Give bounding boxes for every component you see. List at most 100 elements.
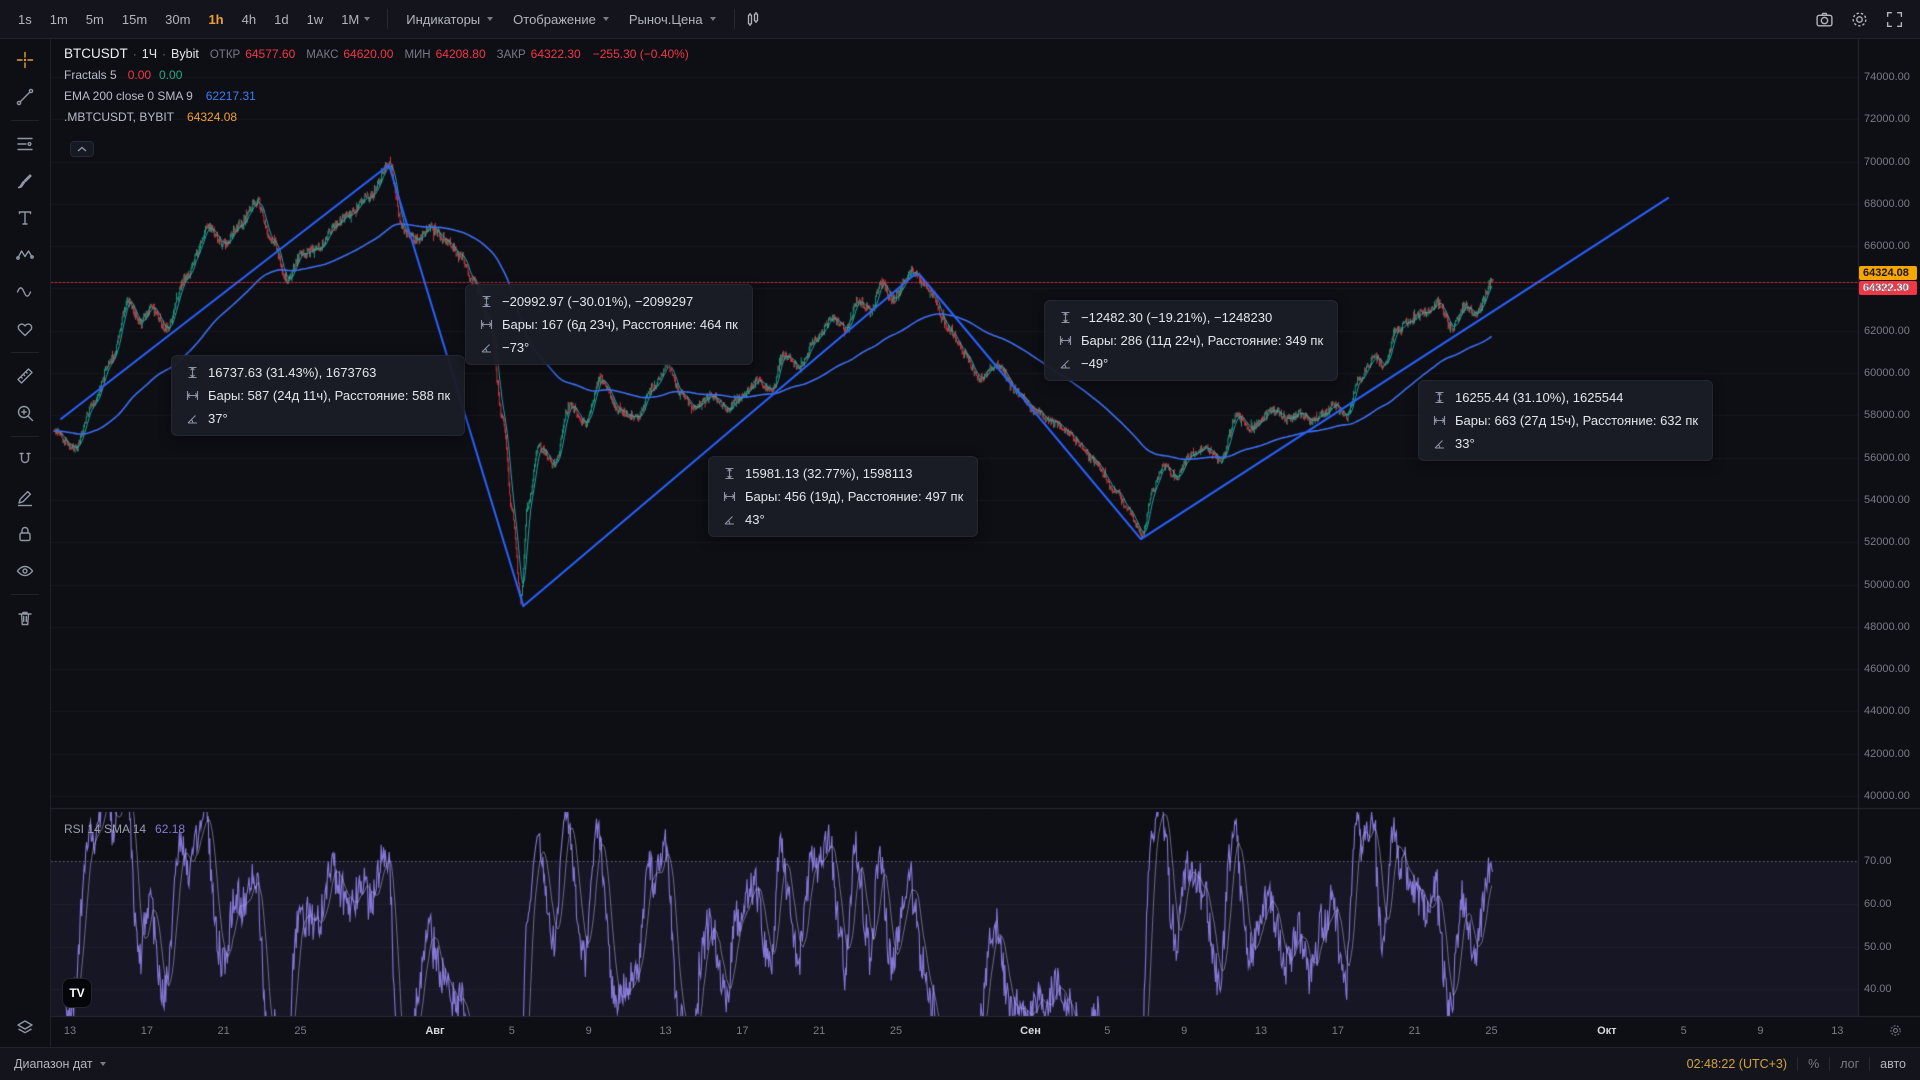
timeframe-1m[interactable]: 1m [42, 8, 76, 31]
indicator-name: Fractals 5 [64, 68, 117, 82]
high-value: 64620.00 [343, 47, 394, 61]
indicator-value: 0.00 [159, 68, 183, 82]
date-range-button[interactable]: Диапазон дат [14, 1057, 106, 1071]
settings-gear-icon[interactable] [1850, 10, 1869, 29]
clock[interactable]: 02:48:22 (UTC+3) [1687, 1057, 1787, 1071]
cycle-lines-icon[interactable] [8, 277, 42, 307]
fib-retracement-icon[interactable] [8, 129, 42, 159]
menu-label: Рыноч.Цена [628, 11, 703, 27]
menu-label: Отображение [513, 11, 596, 27]
symbol-name: BTCUSDT [64, 46, 128, 61]
xabcd-pattern-icon[interactable] [8, 240, 42, 270]
close-value: 64322.30 [530, 47, 581, 61]
pencil-icon[interactable] [8, 482, 42, 512]
legend-separator: · [162, 47, 167, 61]
display-menu-button[interactable]: Отображение [504, 7, 618, 32]
chevron-down-icon [99, 1062, 106, 1066]
chevron-down-icon [602, 17, 609, 21]
timeframe-label: 1d [274, 11, 289, 27]
drawing-toolbar [0, 39, 51, 1047]
bottom-bar: Диапазон дат 02:48:22 (UTC+3) % лог авто [0, 1047, 1920, 1080]
timeframe-5m[interactable]: 5m [78, 8, 112, 31]
chevron-down-icon [487, 17, 494, 21]
menu-label: Индикаторы [406, 11, 481, 27]
close-label: ЗАКР [496, 49, 526, 61]
toolbar-separator [733, 9, 735, 29]
timeframe-label: 1w [306, 11, 324, 27]
low-label: МИН [404, 49, 431, 61]
timeframe-label: 1m [49, 11, 68, 27]
tradingview-logo[interactable]: TV [62, 978, 92, 1008]
clock-time: 02:48:22 [1686, 1057, 1736, 1071]
timeframe-label: 30m [165, 11, 191, 27]
chart-type-candles-icon[interactable] [744, 10, 762, 28]
rsi-legend[interactable]: RSI 14 SMA 14 62.18 [64, 822, 185, 836]
log-scale-button[interactable]: лог [1840, 1057, 1860, 1071]
open-value: 64577.60 [245, 47, 296, 61]
indicator-legend-row-fractals[interactable]: Fractals 5 0.00 0.00 [64, 68, 689, 82]
camera-screenshot-icon[interactable] [1815, 10, 1834, 29]
toolbar-group-separator [11, 436, 39, 437]
change-value: −255.30 (−0.40%) [592, 47, 689, 61]
magnet-icon[interactable] [8, 445, 42, 475]
timeframe-15m[interactable]: 15m [114, 8, 155, 31]
eye-icon[interactable] [8, 556, 42, 586]
timeframe-label: 1M [341, 11, 360, 27]
timeframe-label: 15m [121, 11, 148, 27]
toolbar-separator [387, 9, 389, 29]
indicators-menu-button[interactable]: Индикаторы [397, 7, 502, 32]
legend-separator: · [132, 47, 137, 61]
timeframe-30m[interactable]: 30m [157, 8, 198, 31]
axis-settings-icon[interactable] [1888, 1023, 1903, 1043]
trash-icon[interactable] [8, 603, 42, 633]
indicator-name: EMA 200 close 0 SMA 9 [64, 89, 193, 103]
timeframe-1M[interactable]: 1M [333, 8, 378, 31]
auto-scale-button[interactable]: авто [1880, 1057, 1906, 1071]
chart-legend: BTCUSDT · 1Ч · Bybit ОТКР 64577.60 МАКС … [64, 46, 689, 124]
indicator-legend-row-mbtc[interactable]: .MBTCUSDT, BYBIT 64324.08 [64, 110, 689, 124]
low-value: 64208.80 [435, 47, 486, 61]
market-price-menu-button[interactable]: Рыноч.Цена [620, 7, 725, 32]
text-tool-icon[interactable] [8, 203, 42, 233]
indicator-value: 62217.31 [205, 89, 256, 103]
timeframe-1w[interactable]: 1w [299, 8, 332, 31]
legend-collapse-button[interactable] [70, 141, 94, 157]
indicator-value: 64324.08 [187, 110, 238, 124]
timeframe-1h[interactable]: 1h [200, 8, 231, 31]
crosshair-icon[interactable] [8, 45, 42, 75]
chevron-down-icon [364, 17, 371, 21]
date-range-label: Диапазон дат [14, 1057, 93, 1071]
brush-icon[interactable] [8, 166, 42, 196]
ruler-icon[interactable] [8, 361, 42, 391]
indicator-value: 0.00 [127, 68, 152, 82]
high-label: МАКС [306, 49, 339, 61]
timeframe-label: 1h [208, 11, 224, 27]
rsi-value: 62.18 [155, 822, 186, 836]
toolbar-group-separator [11, 352, 39, 353]
symbol-legend-row[interactable]: BTCUSDT · 1Ч · Bybit ОТКР 64577.60 МАКС … [64, 46, 689, 61]
separator [1869, 1057, 1871, 1071]
toolbar-right-group [1815, 10, 1910, 29]
object-tree-icon[interactable] [8, 1013, 42, 1043]
lock-icon[interactable] [8, 519, 42, 549]
timeframe-label: 5m [85, 11, 104, 27]
top-toolbar: 1s 1m 5m 15m 30m 1h 4h 1d 1w 1M Индикато… [0, 0, 1920, 39]
zoom-in-icon[interactable] [8, 398, 42, 428]
clock-timezone: (UTC+3) [1738, 1057, 1788, 1071]
timeframe-1d[interactable]: 1d [266, 8, 296, 31]
open-label: ОТКР [209, 49, 241, 61]
trend-line-icon[interactable] [8, 82, 42, 112]
symbol-exchange: Bybit [171, 47, 199, 61]
timeframe-label: 4h [241, 11, 257, 27]
toolbar-group-separator [11, 120, 39, 121]
separator [1797, 1057, 1799, 1071]
rsi-indicator-name: RSI 14 SMA 14 [64, 822, 147, 836]
timeframe-4h[interactable]: 4h [234, 8, 264, 31]
timeframe-label: 1s [18, 11, 32, 27]
fullscreen-icon[interactable] [1885, 10, 1904, 29]
emoji-heart-icon[interactable] [8, 314, 42, 344]
percent-scale-button[interactable]: % [1808, 1057, 1820, 1071]
timeframe-1s[interactable]: 1s [10, 8, 40, 31]
indicator-legend-row-ema[interactable]: EMA 200 close 0 SMA 9 62217.31 [64, 89, 689, 103]
